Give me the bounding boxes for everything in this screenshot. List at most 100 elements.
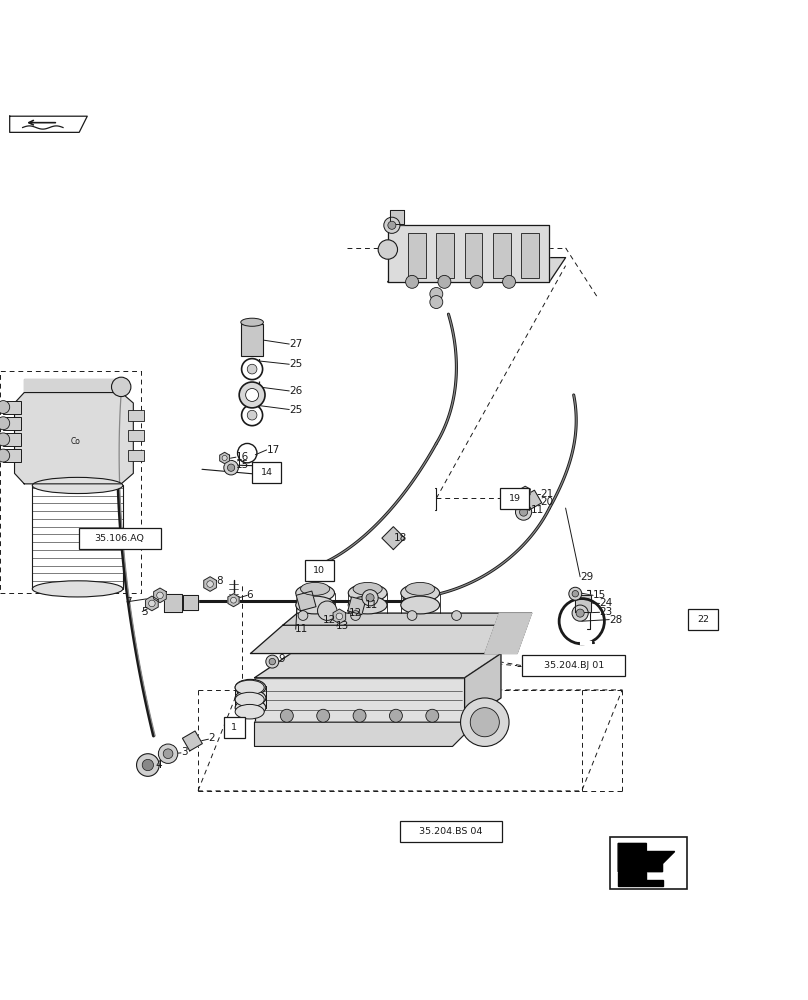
Circle shape (142, 759, 154, 771)
Polygon shape (183, 731, 202, 751)
Bar (3, 449, 21, 462)
Polygon shape (255, 678, 465, 722)
Circle shape (224, 460, 238, 475)
Polygon shape (522, 490, 541, 510)
Ellipse shape (348, 596, 387, 614)
Circle shape (438, 275, 451, 288)
Text: 23: 23 (600, 607, 612, 617)
Text: 3: 3 (181, 747, 187, 757)
Text: 11: 11 (295, 624, 308, 634)
Polygon shape (388, 225, 549, 282)
Polygon shape (220, 452, 229, 464)
Bar (465, 233, 482, 278)
Text: 14: 14 (261, 468, 272, 477)
Circle shape (452, 611, 461, 620)
Circle shape (0, 401, 10, 414)
Circle shape (149, 600, 155, 607)
Circle shape (576, 609, 584, 617)
FancyBboxPatch shape (688, 609, 718, 630)
Polygon shape (283, 613, 532, 625)
Ellipse shape (235, 690, 266, 706)
Polygon shape (183, 595, 198, 610)
Polygon shape (389, 210, 404, 224)
Text: 16: 16 (236, 452, 249, 462)
Circle shape (222, 455, 227, 461)
Polygon shape (347, 597, 366, 615)
Circle shape (384, 217, 400, 233)
Circle shape (406, 275, 419, 288)
Bar (408, 233, 426, 278)
Circle shape (280, 709, 293, 722)
Text: 35.204.BJ 01: 35.204.BJ 01 (544, 661, 604, 670)
Ellipse shape (235, 704, 264, 719)
Text: 24: 24 (600, 598, 612, 608)
Text: 12: 12 (323, 615, 336, 625)
Circle shape (430, 287, 443, 300)
Text: 25: 25 (289, 359, 302, 369)
Polygon shape (333, 609, 346, 624)
Circle shape (388, 221, 396, 229)
Text: 26: 26 (289, 386, 302, 396)
Bar (128, 430, 144, 441)
Bar (493, 233, 511, 278)
Polygon shape (297, 591, 316, 611)
FancyBboxPatch shape (305, 560, 334, 581)
Text: 18: 18 (394, 533, 407, 543)
Polygon shape (154, 588, 166, 603)
Circle shape (137, 754, 159, 776)
Circle shape (230, 597, 237, 603)
Circle shape (336, 613, 343, 620)
Polygon shape (164, 594, 182, 612)
Bar (610, 837, 687, 889)
FancyBboxPatch shape (500, 488, 529, 509)
Polygon shape (382, 527, 405, 550)
Ellipse shape (235, 680, 264, 695)
Bar (436, 233, 454, 278)
Polygon shape (388, 258, 566, 282)
Circle shape (572, 590, 579, 597)
Circle shape (246, 388, 259, 401)
Ellipse shape (235, 679, 266, 696)
Circle shape (503, 275, 516, 288)
Ellipse shape (235, 700, 266, 716)
Bar (521, 233, 539, 278)
Text: 6: 6 (246, 590, 253, 600)
Circle shape (298, 611, 308, 620)
Circle shape (407, 611, 417, 620)
FancyBboxPatch shape (522, 655, 625, 676)
Ellipse shape (32, 477, 123, 494)
Polygon shape (520, 486, 530, 498)
Bar (3, 433, 21, 446)
Ellipse shape (401, 596, 440, 614)
Text: 29: 29 (580, 572, 593, 582)
Circle shape (317, 709, 330, 722)
Circle shape (430, 296, 443, 309)
Polygon shape (575, 595, 591, 612)
Circle shape (318, 601, 337, 620)
Text: 12: 12 (349, 608, 362, 618)
Circle shape (207, 581, 213, 587)
Circle shape (112, 377, 131, 397)
Circle shape (470, 708, 499, 737)
Text: 21: 21 (541, 489, 553, 499)
Text: 15: 15 (593, 590, 606, 600)
Circle shape (163, 749, 173, 759)
Text: 19: 19 (509, 494, 520, 503)
Circle shape (228, 464, 234, 471)
FancyBboxPatch shape (224, 717, 245, 738)
Circle shape (242, 405, 263, 426)
Text: 2: 2 (208, 733, 215, 743)
Polygon shape (24, 379, 121, 393)
Text: Co: Co (70, 437, 80, 446)
Polygon shape (15, 393, 133, 484)
Bar (241, 324, 263, 356)
Text: 35.106.AQ: 35.106.AQ (95, 534, 145, 543)
Text: 9: 9 (278, 654, 284, 664)
Text: 22: 22 (697, 615, 709, 624)
Circle shape (158, 744, 178, 763)
Polygon shape (618, 872, 663, 886)
Circle shape (362, 590, 378, 606)
Text: 5: 5 (141, 607, 148, 617)
Text: 27: 27 (289, 339, 302, 349)
Circle shape (366, 594, 374, 602)
